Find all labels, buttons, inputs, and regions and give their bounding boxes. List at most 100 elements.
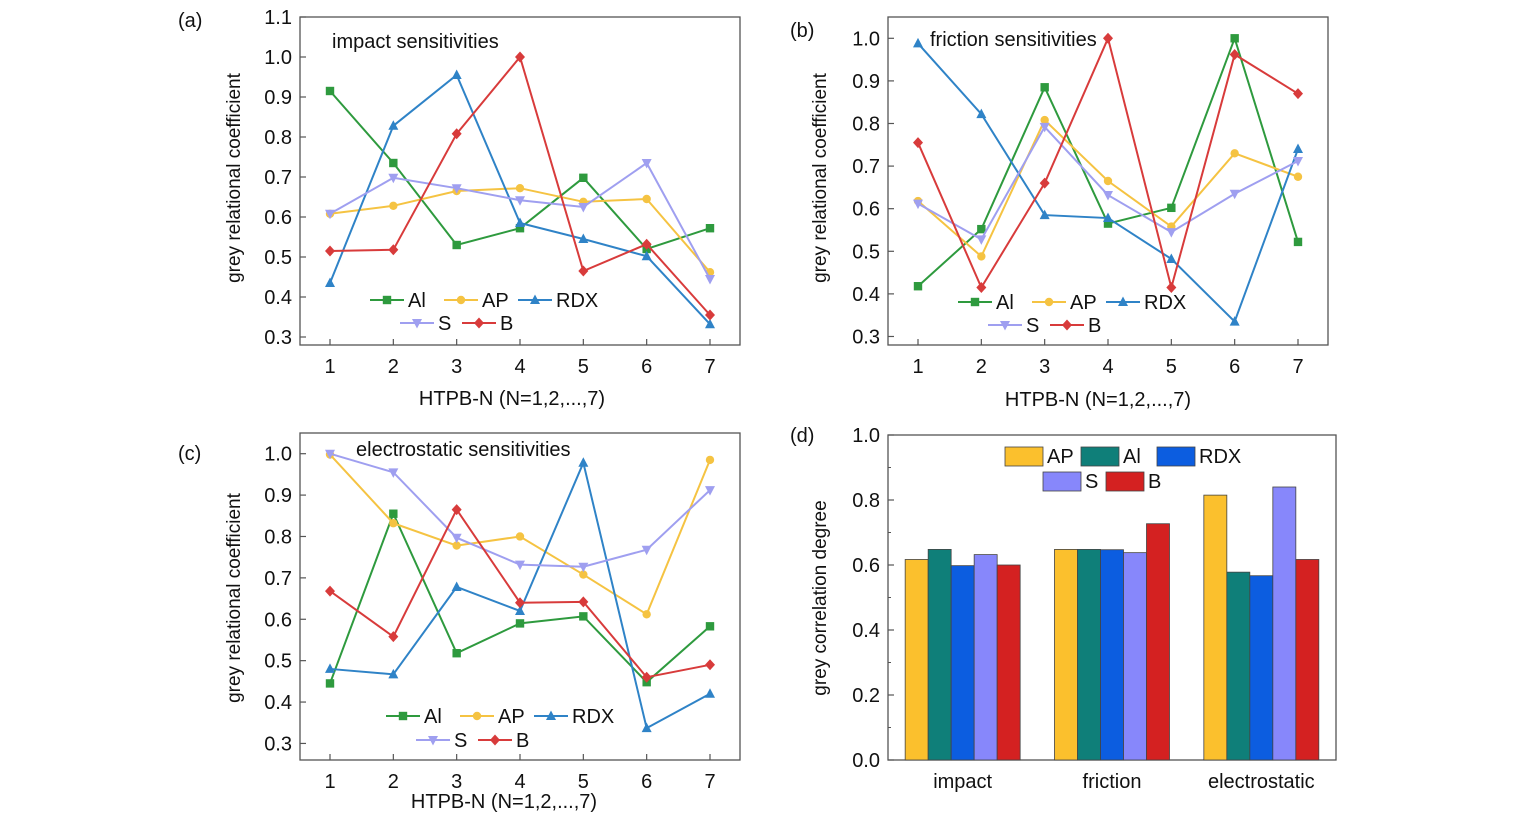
data-point-S — [641, 545, 652, 556]
legend-label: RDX — [1199, 446, 1241, 468]
data-point-B — [976, 281, 987, 293]
y-tick-label: 0.7 — [264, 568, 292, 590]
data-point-S — [1293, 156, 1303, 167]
legend-marker — [382, 295, 392, 305]
series-B — [325, 504, 715, 683]
data-point-RDX — [388, 120, 399, 130]
legend-entry-Al: Al — [370, 290, 426, 312]
legend-entry-RDX: RDX — [534, 706, 614, 728]
data-point-B — [451, 128, 462, 140]
legend-entry-AP: AP — [1032, 292, 1097, 314]
legend-label: Al — [408, 290, 426, 312]
y-tick-label: 0.2 — [852, 685, 880, 707]
data-point-S — [705, 275, 715, 285]
x-tick-label: friction — [1083, 771, 1142, 793]
data-point-AP — [1230, 149, 1239, 158]
legend-swatch — [1004, 446, 1044, 467]
data-point-RDX — [1229, 316, 1240, 326]
data-point-RDX — [451, 581, 462, 591]
data-point-AP — [642, 194, 651, 204]
bar-Al-electrostatic — [1226, 571, 1251, 761]
y-tick-label: 1.0 — [852, 28, 880, 50]
x-axis-label: HTPB-N (N=1,2,...,7) — [411, 791, 597, 813]
legend: Al AP RDX S B — [370, 290, 598, 335]
chart-title: impact sensitivities — [332, 31, 499, 53]
series-S — [325, 449, 715, 573]
legend-entry-Al: Al — [1080, 446, 1141, 468]
data-point-Al — [705, 224, 715, 233]
x-tick-label: 4 — [1102, 356, 1113, 378]
data-point-B — [1229, 48, 1240, 60]
bar-AP-electrostatic — [1203, 494, 1228, 761]
legend-entry-S: S — [400, 313, 451, 335]
series-B — [325, 51, 715, 321]
chart-panel-3: (d) grey correlation degree 0.0 0.2 0.4 0.6 0.… — [790, 425, 1337, 793]
data-point-RDX — [1293, 143, 1303, 154]
x-tick-label: 5 — [578, 356, 589, 378]
x-tick-label: 7 — [1292, 356, 1303, 378]
series-RDX — [913, 37, 1303, 326]
series-RDX — [325, 69, 715, 329]
data-point-Al — [389, 158, 398, 168]
bar-Al-friction — [1077, 549, 1101, 761]
y-tick-label: 1.0 — [852, 425, 880, 447]
bar-Al-impact — [927, 549, 952, 761]
data-point-S — [705, 486, 715, 496]
data-point-Al — [1293, 237, 1303, 247]
panel-label: (a) — [178, 10, 202, 32]
data-point-RDX — [515, 605, 525, 615]
chart-panel-1: (b) friction sensitivities grey relational… — [790, 16, 1329, 411]
y-tick-label: 0.8 — [852, 490, 880, 512]
bar-AP-friction — [1054, 549, 1078, 761]
x-tick-label: 6 — [1229, 356, 1240, 378]
y-tick-label: 0.5 — [852, 241, 880, 263]
data-point-Al — [1040, 83, 1049, 92]
data-point-Al — [579, 612, 588, 621]
legend: Al AP RDX S B — [958, 292, 1186, 337]
x-tick-label: impact — [933, 771, 992, 793]
data-point-B — [515, 51, 525, 63]
x-tick-label: 7 — [704, 771, 715, 793]
x-tick-label: 1 — [324, 771, 335, 793]
data-point-S — [325, 209, 335, 220]
series-line-Al — [917, 35, 1299, 287]
y-tick-label: 0.3 — [852, 326, 880, 348]
bar-RDX-impact — [950, 565, 975, 761]
legend-label: Al — [424, 706, 442, 728]
data-point-B — [705, 309, 715, 321]
x-tick-label: electrostatic — [1208, 771, 1315, 793]
data-point-AP — [1040, 115, 1049, 125]
data-point-S — [1229, 189, 1240, 200]
legend-label: AP — [498, 706, 525, 728]
y-tick-label: 0.4 — [852, 620, 880, 642]
data-point-RDX — [641, 722, 652, 733]
data-point-Al — [325, 86, 335, 96]
x-tick-label: 3 — [451, 771, 462, 793]
x-tick-label: 2 — [388, 356, 399, 378]
legend-entry-B: B — [1050, 315, 1101, 337]
data-point-RDX — [705, 688, 715, 698]
legend-label: B — [1148, 471, 1161, 493]
data-point-Al — [515, 619, 525, 628]
legend-marker — [530, 294, 540, 304]
data-point-B — [913, 137, 923, 149]
legend-entry-S: S — [416, 730, 467, 752]
data-point-B — [388, 244, 399, 256]
data-point-AP — [1293, 172, 1303, 181]
data-point-B — [641, 238, 652, 250]
data-point-B — [641, 671, 652, 683]
data-point-RDX — [578, 233, 589, 243]
legend-label: AP — [482, 290, 509, 312]
data-point-B — [1039, 177, 1050, 189]
y-tick-label: 0.3 — [264, 733, 292, 755]
legend-marker — [1118, 296, 1128, 306]
y-tick-label: 0.6 — [264, 609, 292, 631]
legend-marker — [472, 711, 482, 721]
data-point-B — [578, 596, 589, 608]
x-tick-label: 6 — [641, 771, 652, 793]
x-tick-label: 3 — [1039, 356, 1050, 378]
bar-B-electrostatic — [1295, 559, 1320, 761]
data-point-RDX — [451, 69, 462, 79]
y-axis-label: grey relational coefficient — [224, 72, 245, 283]
y-tick-label: 0.6 — [852, 555, 880, 577]
